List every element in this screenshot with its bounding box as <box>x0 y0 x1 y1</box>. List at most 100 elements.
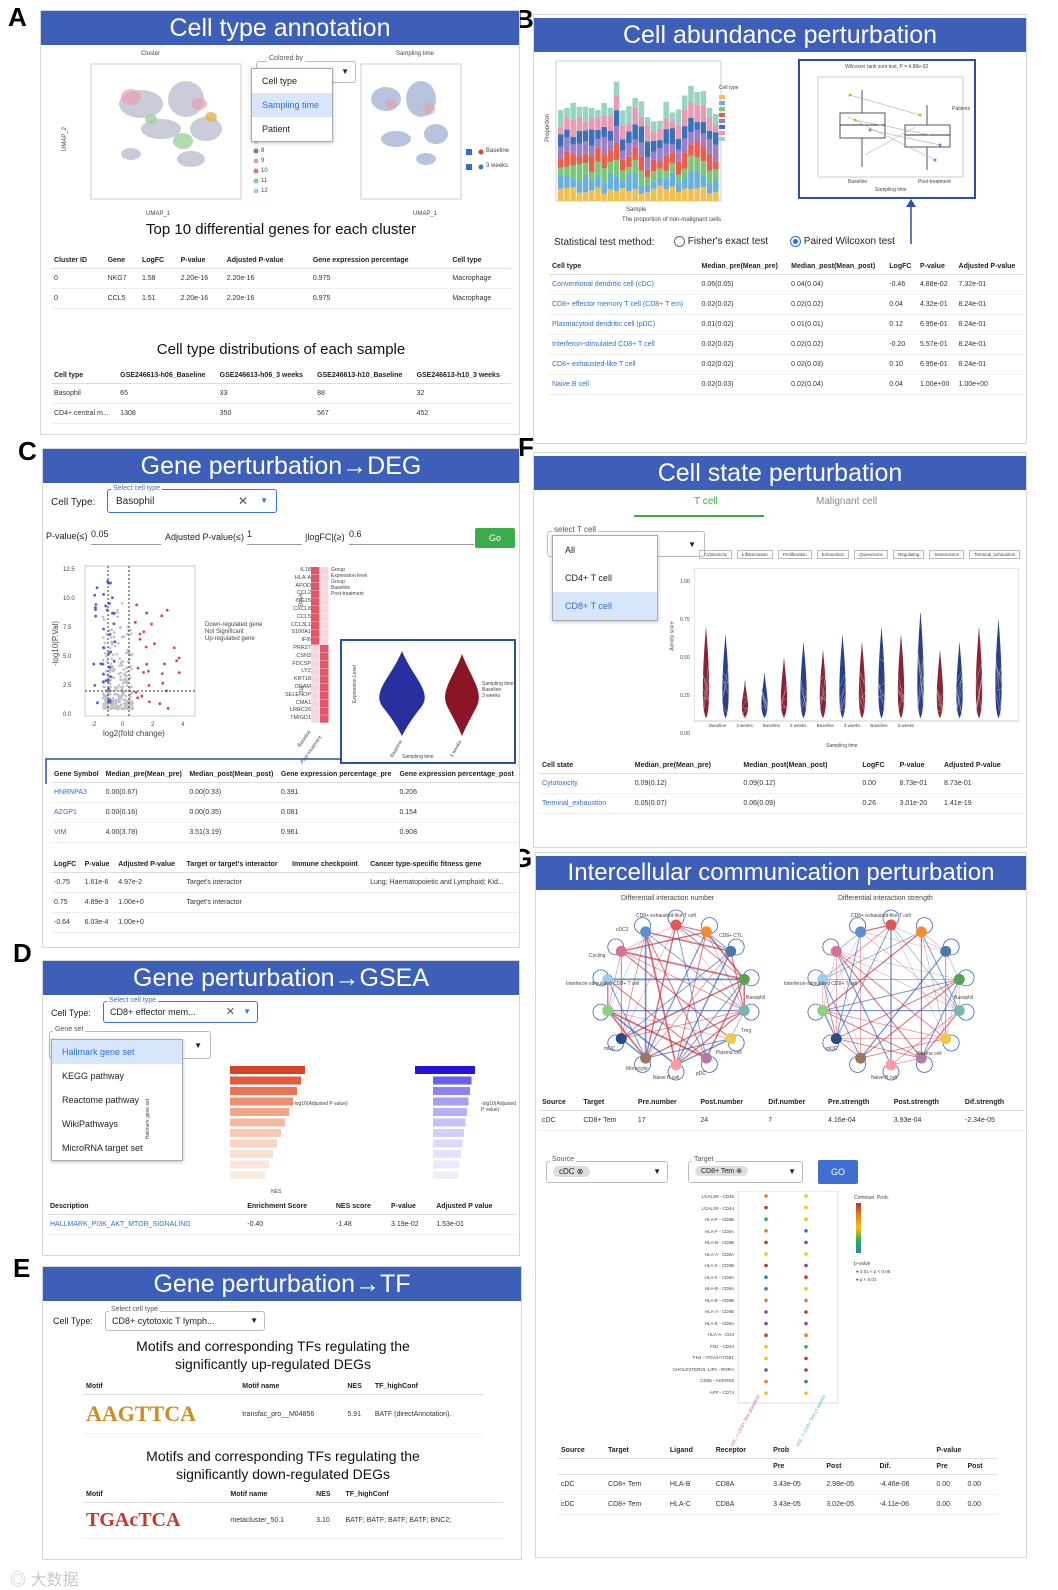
source-select[interactable]: cDC ⊗ ▼ <box>546 1161 668 1183</box>
gsea-bar <box>230 1118 285 1127</box>
bar-segment <box>675 181 682 193</box>
x-cats: Baseline 3 weeks Baseline 3 weeks Baseline 3 … <box>709 723 915 728</box>
violin-tick <box>936 690 944 710</box>
table-row: 0 NKG7 1.58 2.20e-16 2.20e-16 0.975 Macrophage <box>51 268 511 289</box>
network-edge <box>621 1010 745 1039</box>
menu-item-cell-type[interactable]: Cell type <box>262 76 298 86</box>
plot-frame <box>694 568 1019 722</box>
bar-segment <box>644 117 651 126</box>
dot-legend-pval: p-value <box>854 1261 871 1267</box>
violin-body <box>839 635 846 718</box>
bar-segment <box>632 107 638 125</box>
lr-dot <box>804 1391 808 1395</box>
dot-legend-p2: ● p < 0.01 <box>856 1277 877 1282</box>
menu-item-patient[interactable]: Patient <box>262 124 291 134</box>
menu-item-reactome[interactable]: Reactome pathway <box>62 1095 140 1105</box>
menu-item-cd4[interactable]: CD4+ T cell <box>565 573 612 583</box>
heat-cell <box>320 676 329 684</box>
x-tick-label: 4 <box>181 722 185 728</box>
menu-item-cd8[interactable]: CD8+ T cell <box>553 592 657 620</box>
point-down <box>109 650 112 654</box>
close-icon[interactable]: ⊗ <box>736 1168 742 1175</box>
clear-icon[interactable]: ✕ <box>237 494 248 508</box>
go-button[interactable]: GO <box>818 1160 858 1184</box>
net1-label-5: Plasma cell <box>716 1050 742 1056</box>
tab-t-cell[interactable]: T cell <box>694 496 718 507</box>
lr-dot <box>804 1356 808 1361</box>
violin-tick <box>741 698 749 708</box>
point-down <box>93 593 97 597</box>
target-chip: CD8+ Tem ⊗ <box>695 1166 748 1176</box>
network-edge <box>706 931 745 1011</box>
adjp-input[interactable]: 1 <box>247 529 302 545</box>
table-row[interactable]: Cytotoxicity 0.09(0.12) 0.09(0.12) 0.00 8.73… <box>539 773 1024 794</box>
violin-body <box>897 635 905 718</box>
gsea-bar <box>433 1160 460 1169</box>
table-row[interactable]: Terminal_exhaustion 0.05(0.07) 0.06(0.09) 0… <box>539 793 1024 814</box>
state-strip: Cytotoxicity Inflammation Proliferation Exh… <box>699 550 1021 559</box>
table-row[interactable]: Plasmacytoid dendritic cell (pDC) 0.01(0.… <box>549 314 1024 335</box>
bar-segment <box>713 144 719 162</box>
state-table: Cell state Median_pre(Mean_pre) Median_pos… <box>539 758 1024 814</box>
tab-malignant[interactable]: Malignant cell <box>816 496 878 507</box>
radio-fisher[interactable]: Fisher's exact test <box>674 236 768 247</box>
table-row[interactable]: CD8+ effector memory T cell (CD8+ T em) 0… <box>549 294 1024 315</box>
violin-tick <box>956 671 963 712</box>
box-cat-post: Post-treatment <box>918 179 951 185</box>
table-row[interactable]: AZGP1 0.00(0.16) 0.00(0.35) 0.081 0.154 <box>51 802 519 823</box>
table-row[interactable]: Conventional dendritic cell (cDC) 0.06(0.… <box>549 274 1024 295</box>
table-row[interactable]: CD8+ exhausted-like T cell 0.02(0.02) 0.02… <box>549 354 1024 375</box>
bar-segment <box>675 109 682 126</box>
violin-body <box>995 620 1002 718</box>
point-ns <box>118 696 122 700</box>
table-row[interactable]: Naive B cell 0.02(0.03) 0.02(0.04) 0.04 1.00… <box>549 374 1024 395</box>
abundance-table: Cell type Median_pre(Mean_pre) Median_post… <box>549 259 1024 395</box>
cell-type-select[interactable]: CD8+ effector mem... ✕ ▼ <box>103 1001 258 1023</box>
plot-frame <box>84 565 196 717</box>
menu-item-microrna[interactable]: MicroRNA target set <box>62 1143 143 1153</box>
table-row[interactable]: HALLMARK_PI3K_AKT_MTOR_SIGNALING -0.40 -1.… <box>47 1214 517 1235</box>
heat-cell <box>320 598 329 606</box>
bar-segment <box>626 174 632 192</box>
lr-dot <box>804 1240 808 1245</box>
point-up <box>153 642 156 646</box>
violin-x-label: Sampling time <box>826 743 858 749</box>
network-node <box>830 1033 842 1045</box>
target-select[interactable]: CD8+ Tem ⊗ ▼ <box>688 1161 803 1183</box>
logfc-input[interactable]: 0.6 <box>349 529 474 545</box>
point-down <box>101 662 105 666</box>
table-row: CD4+ central m... 1308 350 567 452 <box>51 403 511 424</box>
clear-icon[interactable]: ✕ <box>225 1006 235 1018</box>
cell-type-select[interactable]: Basophil ✕ ▼ <box>107 489 277 513</box>
cell-type-select[interactable]: CD8+ cytotoxic T lymph... ▼ <box>105 1311 265 1331</box>
bar-segment <box>570 186 576 201</box>
pval-input[interactable]: 0.05 <box>91 529 161 545</box>
bar-segment <box>582 153 589 164</box>
menu-item-hallmark[interactable]: Hallmark gene set <box>52 1040 182 1064</box>
point-up <box>134 691 138 694</box>
bar-segment <box>651 131 657 141</box>
menu-item-kegg[interactable]: KEGG pathway <box>62 1071 125 1081</box>
table-row[interactable]: VIM 4.00(3.78) 3.51(3.19) 0.961 0.908 <box>51 822 519 843</box>
gsea-bar <box>433 1150 461 1158</box>
close-icon[interactable]: ⊗ <box>576 1167 584 1176</box>
network-edge <box>645 931 731 953</box>
point-up <box>163 662 166 666</box>
menu-item-all[interactable]: All <box>565 545 576 555</box>
table-row[interactable]: HNRNPA3 0.00(0.67) 0.00(0.33) 0.391 0.206 <box>51 782 519 803</box>
menu-item-sampling-time[interactable]: Sampling time <box>252 93 332 117</box>
connector-line <box>45 758 340 784</box>
panel-gene-tf: Gene perturbation→TF Cell Type: CD8+ cyt… <box>42 1266 522 1560</box>
menu-item-wikipathways[interactable]: WikiPathways <box>62 1119 119 1129</box>
go-button[interactable]: Go <box>475 528 515 548</box>
test-method-label: Statistical test method: <box>554 237 655 248</box>
table-row[interactable]: Interferon-stimulated CD8+ T cell 0.02(0.… <box>549 334 1024 355</box>
network-edge <box>607 1010 647 1059</box>
radio-wilcoxon[interactable]: Paired Wilcoxon test <box>790 236 895 247</box>
heat-cell <box>320 574 329 583</box>
violin-tick <box>839 694 846 712</box>
dot-colorbar <box>856 1203 861 1253</box>
network-edge <box>835 951 922 1059</box>
y-tick-label: 7.5 <box>63 625 72 631</box>
bar-segment <box>576 116 583 131</box>
